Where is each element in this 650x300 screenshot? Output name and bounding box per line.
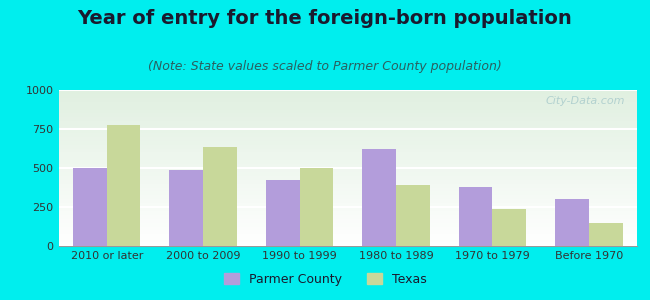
Bar [58, 188, 637, 191]
Bar [58, 129, 637, 133]
Bar [58, 152, 637, 156]
Bar [58, 172, 637, 176]
Bar [170, 169, 203, 246]
Bar [58, 148, 637, 152]
Bar [58, 215, 637, 219]
Bar [58, 176, 637, 180]
Bar [58, 195, 637, 199]
Bar [58, 219, 637, 223]
Bar [58, 164, 637, 168]
Text: (Note: State values scaled to Parmer County population): (Note: State values scaled to Parmer Cou… [148, 60, 502, 73]
Bar [300, 168, 333, 246]
Bar [58, 199, 637, 203]
Bar [58, 125, 637, 129]
Bar [459, 187, 493, 246]
Bar [58, 102, 637, 106]
Bar [396, 185, 430, 246]
Bar [589, 223, 623, 246]
Bar [58, 160, 637, 164]
Bar [58, 94, 637, 98]
Bar [58, 168, 637, 172]
Bar [73, 168, 107, 246]
Bar [58, 145, 637, 148]
Bar [58, 141, 637, 145]
Bar [58, 203, 637, 207]
Bar [58, 207, 637, 211]
Bar [58, 211, 637, 215]
Bar [58, 226, 637, 230]
Legend: Parmer County, Texas: Parmer County, Texas [218, 268, 432, 291]
Bar [266, 181, 300, 246]
Bar [107, 125, 140, 246]
Bar [58, 133, 637, 137]
Bar [58, 234, 637, 238]
Bar [555, 199, 589, 246]
Bar [58, 113, 637, 117]
Bar [58, 156, 637, 160]
Bar [58, 121, 637, 125]
Text: City-Data.com: City-Data.com [546, 96, 625, 106]
Bar [58, 180, 637, 184]
Text: Year of entry for the foreign-born population: Year of entry for the foreign-born popul… [77, 9, 573, 28]
Bar [493, 208, 526, 246]
Bar [58, 137, 637, 141]
Bar [58, 242, 637, 246]
Bar [58, 191, 637, 195]
Bar [58, 230, 637, 234]
Bar [58, 110, 637, 113]
Bar [58, 98, 637, 102]
Bar [58, 238, 637, 242]
Bar [58, 117, 637, 121]
Bar [58, 184, 637, 188]
Bar [58, 90, 637, 94]
Bar [362, 149, 396, 246]
Bar [58, 223, 637, 226]
Bar [203, 147, 237, 246]
Bar [58, 106, 637, 110]
